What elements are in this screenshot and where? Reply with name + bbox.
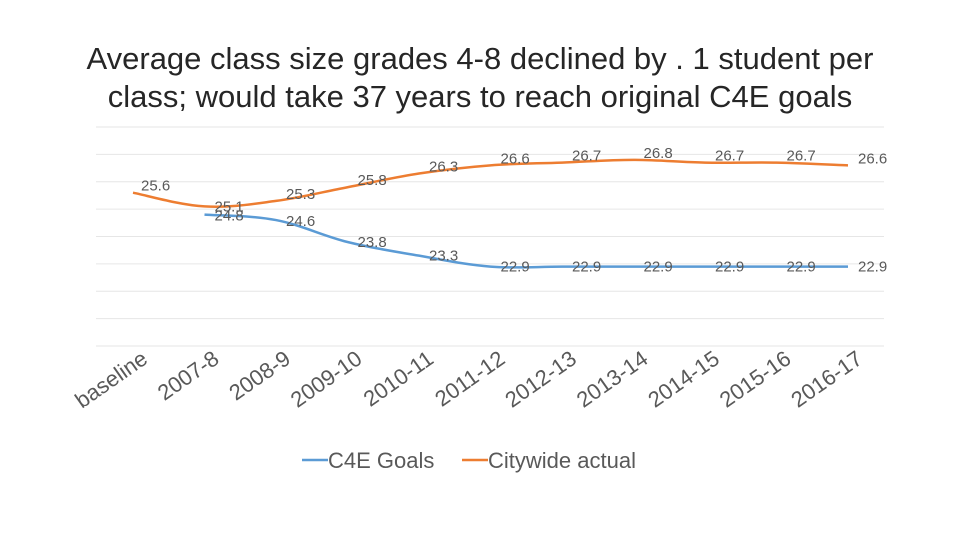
category-label: 2007-8 xyxy=(153,346,223,406)
category-label: 2014-15 xyxy=(643,346,723,413)
category-label: 2010-11 xyxy=(359,346,438,412)
data-label: 26.7 xyxy=(715,148,744,165)
data-labels: 24.8 24.6 23.8 23.3 22.9 22.9 22.9 22.9 22.9 22.9… xyxy=(141,145,887,276)
data-label: 26.3 xyxy=(429,159,458,176)
data-label: 22.9 xyxy=(501,259,530,276)
category-label: 2015-16 xyxy=(715,346,795,413)
category-label: baseline xyxy=(70,346,151,413)
data-label: 23.3 xyxy=(429,248,458,265)
data-label: 22.9 xyxy=(644,259,673,276)
data-label: 26.6 xyxy=(858,150,887,167)
category-label: 2012-13 xyxy=(500,346,580,413)
data-label: 25.6 xyxy=(141,178,170,195)
title-line-1: Average class size grades 4-8 declined b… xyxy=(86,41,874,76)
category-labels: baseline 2007-8 2008-92009-102010-112011-1… xyxy=(70,346,866,413)
data-label: 24.6 xyxy=(286,213,315,230)
category-label: 2008-9 xyxy=(224,346,294,406)
category-label: 2011-12 xyxy=(430,346,509,412)
legend-label: C4E Goals xyxy=(328,448,434,473)
data-label: 26.6 xyxy=(501,150,530,167)
title-line-2: class; would take 37 years to reach orig… xyxy=(107,79,853,114)
category-label: 2009-10 xyxy=(286,346,366,413)
data-label: 22.9 xyxy=(787,259,816,276)
data-label: 23.8 xyxy=(358,234,387,251)
series-lines xyxy=(132,158,849,269)
gridlines xyxy=(96,126,884,347)
slide-title: Average class size grades 4-8 declined b… xyxy=(40,40,920,116)
legend: C4E Goals Citywide actual xyxy=(302,448,636,473)
category-label: 2016-17 xyxy=(786,346,866,413)
data-label: 25.8 xyxy=(358,172,387,189)
series-line-citywide-actual xyxy=(132,158,849,208)
legend-label: Citywide actual xyxy=(488,448,636,473)
data-label: 26.7 xyxy=(572,148,601,165)
category-label: 2013-14 xyxy=(572,346,652,413)
data-label: 22.9 xyxy=(858,259,887,276)
data-label: 26.7 xyxy=(787,148,816,165)
data-label: 26.8 xyxy=(644,145,673,162)
data-label: 25.1 xyxy=(215,198,244,215)
data-label: 22.9 xyxy=(715,259,744,276)
data-label: 25.3 xyxy=(286,186,315,203)
data-label: 24.8 xyxy=(215,208,244,225)
data-label: 22.9 xyxy=(572,259,601,276)
series-line-c4e-goals xyxy=(204,213,848,269)
